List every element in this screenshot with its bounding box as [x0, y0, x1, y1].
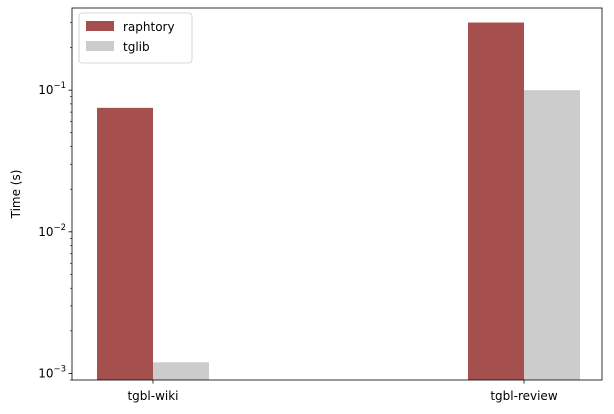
x-axis-ticks: tgbl-wiki tgbl-review: [127, 380, 558, 403]
legend-swatch-tglib: [86, 41, 114, 51]
y-axis-label: Time (s): [9, 170, 23, 220]
bar-tglib-tgbl-review: [524, 90, 580, 381]
legend-swatch-raphtory: [86, 21, 114, 31]
x-tick-label: tgbl-review: [490, 389, 557, 403]
x-tick-label: tgbl-wiki: [127, 389, 178, 403]
bar-tglib-tgbl-wiki: [153, 362, 209, 380]
bar-raphtory-tgbl-review: [468, 22, 524, 381]
y-tick-label: 10−3: [38, 365, 66, 381]
bar-raphtory-tgbl-wiki: [97, 107, 153, 381]
y-axis-ticks: 10−3 10−2 10−1: [38, 22, 72, 381]
plot-frame: [71, 7, 603, 381]
legend: raphtory tglib: [78, 12, 193, 64]
bars-layer: [97, 22, 580, 381]
legend-label-raphtory: raphtory: [123, 20, 175, 34]
y-tick-label: 10−1: [38, 81, 66, 97]
legend-label-tglib: tglib: [123, 40, 150, 54]
y-tick-label: 10−2: [38, 223, 66, 239]
